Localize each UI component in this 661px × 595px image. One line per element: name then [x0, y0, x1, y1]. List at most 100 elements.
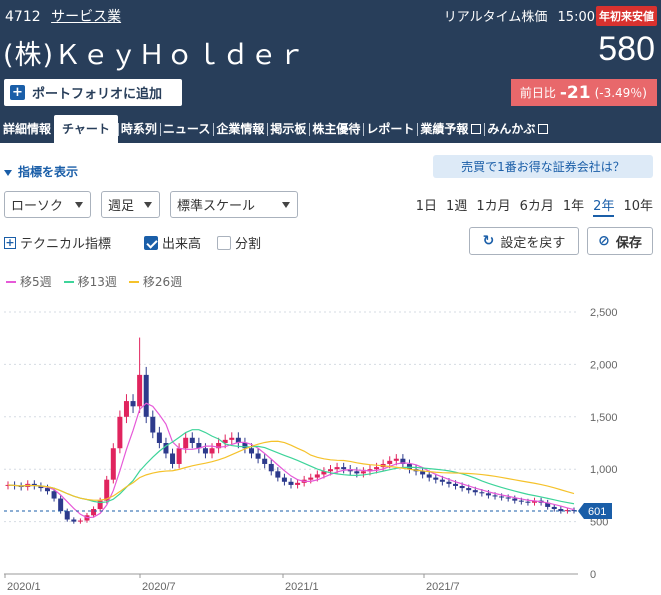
- candle-body: [64, 511, 70, 520]
- candle-body: [31, 483, 37, 486]
- checkbox-checked-icon: [144, 235, 158, 250]
- change-value: -21: [559, 82, 591, 103]
- candle-body: [71, 519, 77, 522]
- candle-body: [150, 416, 156, 433]
- save-button[interactable]: ⊘ 保存: [587, 227, 653, 255]
- candle-body: [518, 500, 524, 502]
- last-price-label: 601: [588, 506, 606, 518]
- paperclip-icon: ⊘: [598, 233, 610, 249]
- candle-body: [117, 416, 123, 449]
- candle-body: [564, 510, 570, 512]
- candle-body: [176, 448, 182, 464]
- candle-body: [91, 509, 97, 516]
- candle-body: [235, 437, 241, 443]
- change-percent: (-3.49％): [594, 86, 647, 100]
- candle-body: [439, 479, 445, 482]
- candle-body: [288, 481, 294, 485]
- candle-body: [492, 495, 498, 497]
- candle-body: [170, 453, 176, 464]
- candle-body: [143, 374, 149, 417]
- candle-body: [183, 437, 189, 449]
- period-select[interactable]: 週足: [101, 191, 160, 218]
- range-6m[interactable]: 6カ月: [519, 199, 554, 214]
- candle-body: [308, 477, 314, 480]
- candle-body: [281, 477, 287, 482]
- legend-ma13: 移13週: [63, 273, 117, 290]
- stock-code: 4712: [5, 9, 41, 25]
- range-1m[interactable]: 1カ月: [476, 199, 511, 214]
- candle-body: [334, 467, 340, 470]
- tab-company[interactable]: 企業情報: [213, 115, 267, 143]
- plus-icon: +: [4, 235, 16, 249]
- caret-down-icon: [75, 202, 83, 208]
- broker-banner[interactable]: 売買で1番お得な証券会社は？: [433, 155, 653, 178]
- candle-body: [321, 471, 327, 475]
- candle-body: [466, 488, 472, 491]
- tab-details[interactable]: 詳細情報: [3, 122, 52, 136]
- candle-body: [479, 492, 485, 494]
- show-indicators-toggle[interactable]: 指標を表示: [4, 163, 78, 180]
- candle-body: [44, 488, 50, 492]
- range-2y[interactable]: 2年: [593, 195, 615, 217]
- tab-board[interactable]: 掲示板: [267, 115, 309, 143]
- range-1d[interactable]: 1日: [415, 199, 438, 214]
- candle-body: [77, 520, 83, 522]
- candle-body: [512, 498, 518, 501]
- tab-minkabu[interactable]: みんかぶ: [484, 115, 551, 143]
- change-label: 前日比: [519, 86, 556, 100]
- y-tick-label: 1,500: [590, 412, 618, 424]
- realtime-line: リアルタイム株価 15:00: [444, 6, 595, 25]
- range-1w[interactable]: 1週: [446, 199, 468, 214]
- x-tick-label: 2020/1: [7, 581, 41, 593]
- price-chart[interactable]: 2,500 2,000 1,500 1,000 500 0 2020/1 2020/7 2021…: [0, 298, 661, 595]
- candle-body: [268, 463, 274, 472]
- split-checkbox[interactable]: 分割: [217, 233, 261, 252]
- chart-type-select[interactable]: ローソク: [4, 191, 91, 218]
- y-tick-label: 500: [590, 517, 608, 529]
- range-selector: 1日 1週 1カ月 6カ月 1年 2年 10年: [407, 195, 653, 217]
- y-tick-label: 0: [590, 569, 596, 581]
- candle-body: [295, 482, 301, 485]
- candle-body: [341, 467, 347, 470]
- tab-history[interactable]: 時系列: [117, 115, 160, 143]
- candle-body: [104, 479, 110, 501]
- candle-body: [446, 481, 452, 484]
- candle-body: [51, 491, 57, 499]
- triangle-down-icon: [4, 169, 12, 176]
- range-10y[interactable]: 10年: [623, 199, 653, 214]
- external-link-icon: [471, 123, 482, 134]
- candle-body: [123, 401, 129, 417]
- candle-body: [327, 469, 333, 472]
- candle-body: [374, 467, 380, 470]
- legend-ma26: 移26週: [128, 273, 182, 290]
- current-price: 580: [598, 30, 655, 68]
- scale-select[interactable]: 標準スケール: [170, 191, 298, 218]
- external-link-icon: [538, 123, 549, 134]
- candle-body: [137, 374, 143, 407]
- candle-body: [163, 443, 169, 454]
- tab-news[interactable]: ニュース: [159, 115, 213, 143]
- price-time: 15:00: [557, 10, 595, 25]
- stock-header: 4712 サービス業 (株)ＫｅｙＨｏｌｄｅｒ リアルタイム株価 15:00 年…: [0, 0, 661, 112]
- range-1y[interactable]: 1年: [562, 199, 585, 214]
- volume-checkbox[interactable]: 出来高: [144, 233, 201, 252]
- technical-indicator-button[interactable]: + テクニカル指標: [4, 235, 112, 252]
- candle-body: [558, 509, 564, 512]
- candle-body: [387, 460, 393, 464]
- candle-body: [97, 500, 103, 510]
- tab-report[interactable]: レポート: [363, 115, 417, 143]
- candle-body: [499, 496, 505, 498]
- industry-link[interactable]: サービス業: [51, 9, 122, 25]
- reset-settings-button[interactable]: ↻ 設定を戻す: [469, 227, 579, 255]
- tab-earnings-forecast[interactable]: 業績予報: [417, 115, 484, 143]
- refresh-icon: ↻: [482, 233, 495, 249]
- add-portfolio-button[interactable]: + ポートフォリオに追加: [4, 79, 182, 106]
- stock-code-line: 4712 サービス業: [5, 6, 121, 26]
- candle-body: [314, 474, 320, 478]
- ma13-line: [7, 429, 575, 505]
- legend-ma5: 移5週: [6, 273, 52, 290]
- tab-shareholder-benefits[interactable]: 株主優待: [309, 115, 363, 143]
- nav-tabs: 詳細情報 チャート 時系列 ニュース 企業情報 掲示板 株主優待 レポート 業績…: [0, 112, 661, 143]
- tab-chart[interactable]: チャート: [54, 115, 118, 143]
- candle-body: [532, 500, 538, 503]
